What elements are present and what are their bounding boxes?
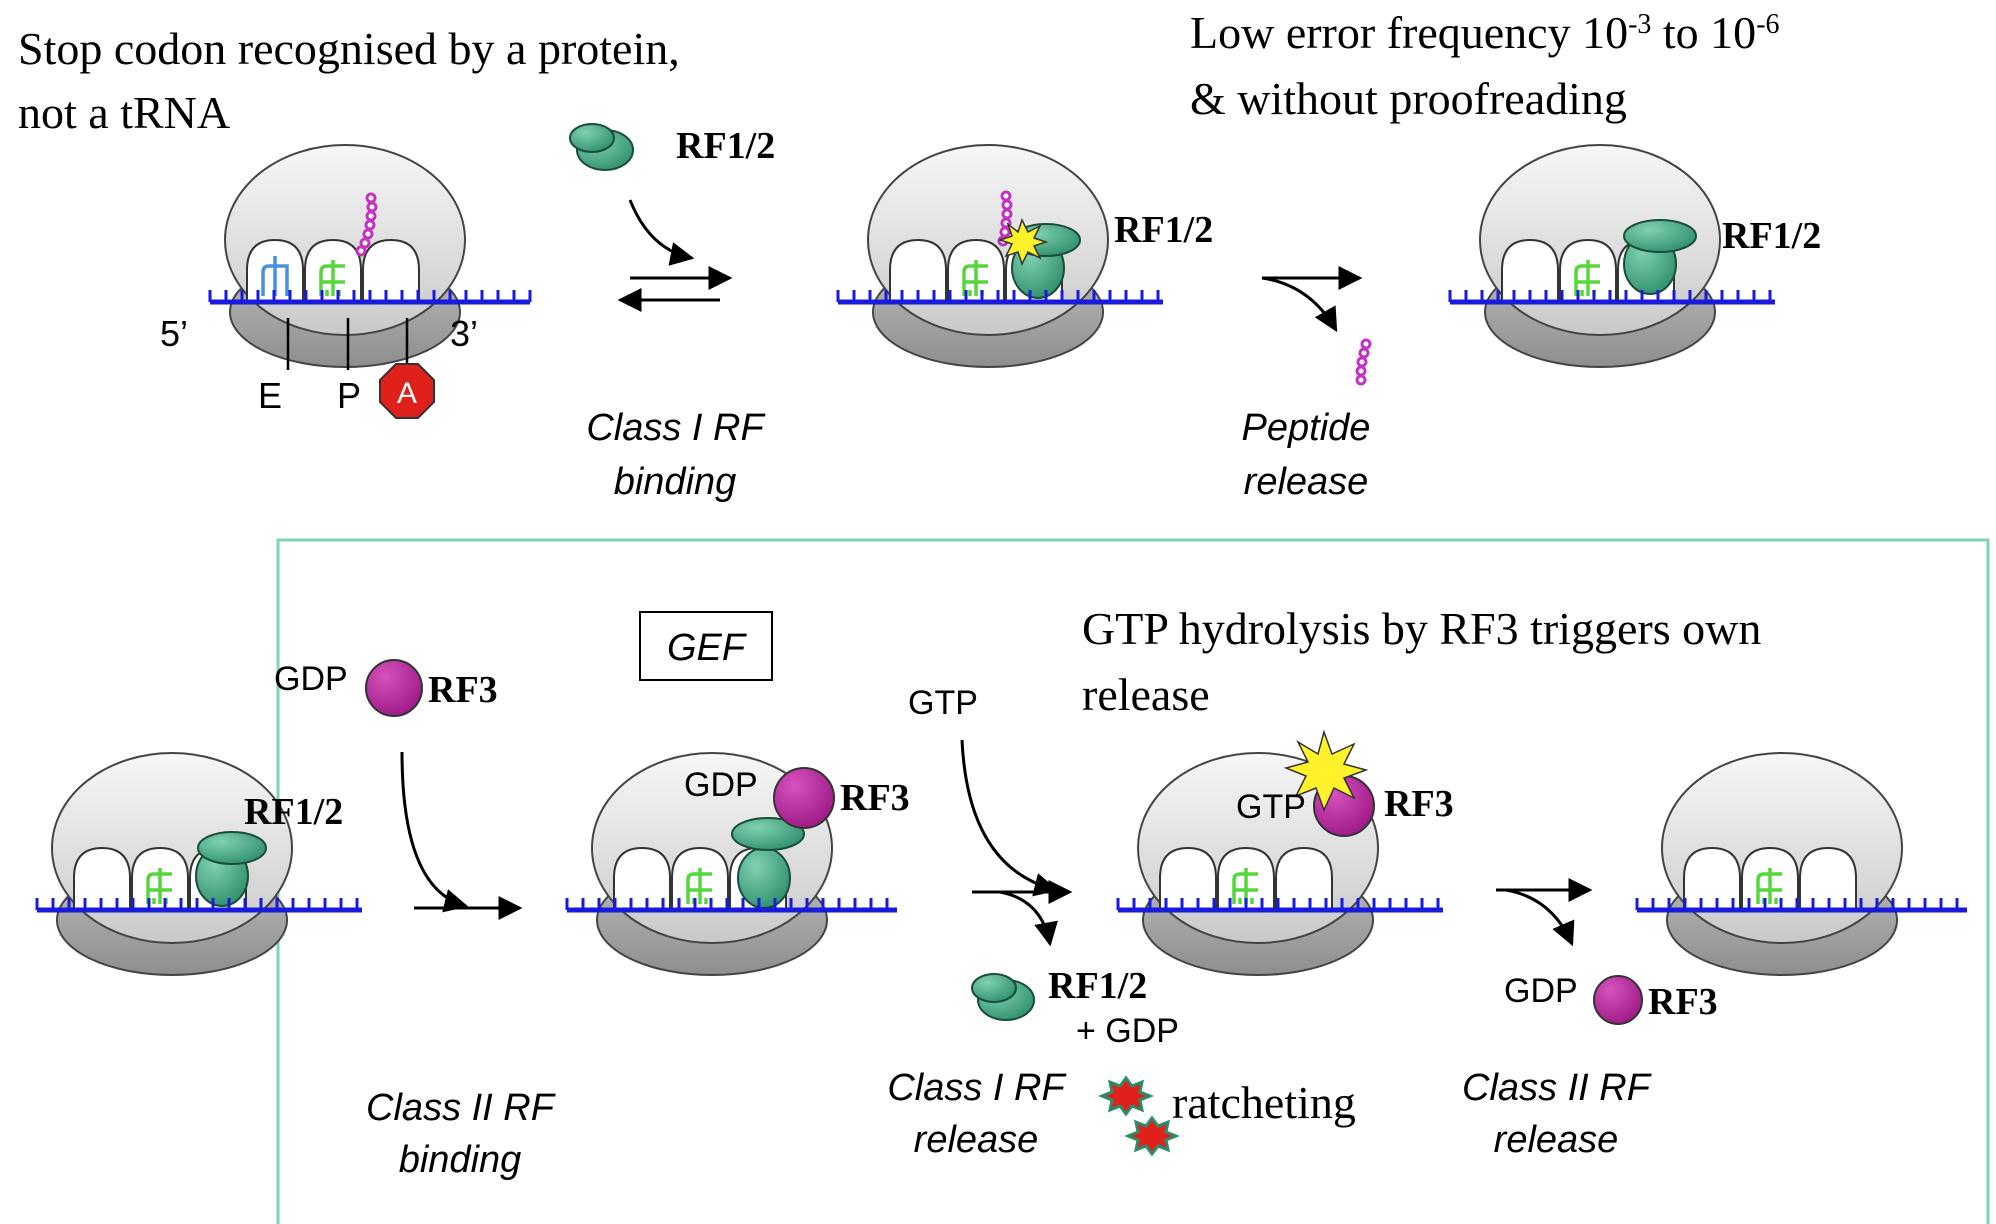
ribosome-stop-codon [210,144,530,370]
gdp-bound-label: GDP [684,766,758,804]
ribosome-rf3-gtp-bound [1118,729,1443,976]
rf12-bound-label-2: RF1/2 [1722,215,1821,257]
rf3-release-arrow [1496,878,1593,947]
rf3-binding-arrows [400,751,523,920]
step-label-peptide-release-line1: Peptide [1242,407,1371,449]
rf12-protein-bound-2 [1623,219,1697,295]
gtp-exchange-arrows [960,739,1073,947]
rf3-incoming-label: RF3 [428,669,498,711]
rf12-incoming-arrow [628,199,695,266]
a-site-label: A [397,377,417,410]
e-site-label: E [258,375,282,416]
step-label-class1-release-line2: release [914,1119,1039,1161]
gtp-incoming-label: GTP [908,684,978,722]
heading-gtp-hydrolysis-line1: GTP hydrolysis by RF3 triggers own [1082,603,1761,654]
ribosome-rf12-bound [838,144,1163,368]
ribosome-post-termination [1637,752,1967,976]
rf12-label-bottom: RF1/2 [244,791,343,833]
mrna-3-prime-label: 3’ [450,313,478,354]
equilibrium-arrows [617,266,733,312]
released-peptide [1355,338,1372,386]
ratcheting-icon [1097,1075,1181,1157]
mrna-5-prime-label: 5’ [160,313,188,354]
trna-e-site [261,256,289,296]
step-label-class1-binding-line1: Class I RF [586,407,765,449]
gtp-bound-label: GTP [1236,788,1306,826]
rf12-protein-free [569,123,634,171]
step-label-peptide-release-line2: release [1244,461,1369,503]
rf12-released-label: RF1/2 [1048,965,1147,1007]
ribosome-rf3-gdp-bound [567,752,897,976]
rf3-gtp-label: RF3 [1384,783,1454,825]
hydrolysis-star-icon [997,218,1049,266]
step-label-class2-binding-line1: Class II RF [366,1087,556,1129]
rf3-released-label: RF3 [1648,981,1718,1023]
step-label-class2-binding-line2: binding [399,1139,522,1181]
heading-stop-codon-line2: not a tRNA [18,87,230,138]
peptide-chain [355,192,378,257]
heading-error-frequency-line2: & without proofreading [1190,73,1627,124]
ribosome-rf12-state [37,752,362,976]
rf12-free-label: RF1/2 [676,125,775,167]
mrna-codon-ticks [35,290,1959,910]
step-label-class2-release-line2: release [1494,1119,1619,1161]
stop-sign-icon: A [379,363,435,419]
step-label-class2-release-line1: Class II RF [1462,1067,1652,1109]
heading-gtp-hydrolysis-line2: release [1082,669,1210,720]
rf12-bound-label: RF1/2 [1114,209,1213,251]
gdp-incoming-label: GDP [274,660,348,698]
heading-stop-codon-line1: Stop codon recognised by a protein, [18,23,680,74]
step-label-class1-binding-line2: binding [614,461,737,503]
gef-label: GEF [667,627,747,669]
plus-gdp-label: + GDP [1076,1012,1179,1050]
ratcheting-label: ratcheting [1172,1077,1356,1128]
rf3-protein-bound [773,767,835,829]
rf3-bound-label: RF3 [840,777,910,819]
gtp-hydrolysis-star-icon [1283,729,1369,812]
rf3-protein-incoming [365,659,423,717]
heading-error-frequency-line1: Low error frequency 10-3 to 10-6 [1190,7,1780,58]
p-site-label: P [337,375,361,416]
gdp-released-label: GDP [1504,972,1578,1010]
rf3-protein-released [1593,975,1643,1025]
peptide-release-arrow [1261,266,1363,333]
gef-box [639,611,773,681]
step-label-class1-release-line1: Class I RF [887,1067,1066,1109]
rf12-protein-released [971,973,1035,1021]
